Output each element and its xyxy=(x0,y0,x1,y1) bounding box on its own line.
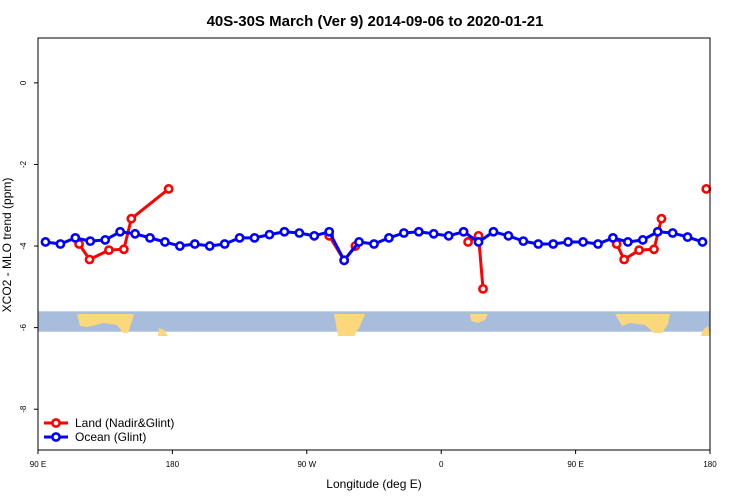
data-point xyxy=(548,239,559,249)
data-point xyxy=(100,235,111,245)
data-point xyxy=(309,230,320,241)
data-point xyxy=(104,245,114,256)
data-point xyxy=(85,236,96,247)
land-mass-3 xyxy=(334,314,365,336)
data-point xyxy=(145,232,155,243)
data-point xyxy=(249,232,260,243)
data-point xyxy=(634,245,644,256)
x-tick-label: 90 W xyxy=(297,460,316,469)
data-point xyxy=(428,228,439,239)
x-tick-label: 0 xyxy=(439,460,444,469)
data-point xyxy=(189,239,200,249)
data-point xyxy=(649,244,659,255)
legend: Land (Nadir&Glint) Ocean (Glint) xyxy=(44,416,174,444)
data-point xyxy=(667,228,678,238)
data-point xyxy=(339,255,350,266)
data-point xyxy=(608,232,618,243)
axis-ticks: 90 E 180 90 W 0 90 E 180 0 -2 -4 -6 -8 xyxy=(19,80,717,469)
y-tick-label: -2 xyxy=(19,160,28,168)
data-point xyxy=(369,239,379,249)
data-point xyxy=(637,235,648,245)
data-point xyxy=(219,239,230,249)
data-point xyxy=(204,241,215,251)
land-mass-1 xyxy=(77,314,134,333)
data-point xyxy=(264,229,275,240)
data-point xyxy=(578,237,588,247)
data-point xyxy=(463,237,473,247)
data-point xyxy=(354,237,364,247)
y-tick-label: 0 xyxy=(19,80,28,85)
data-point xyxy=(115,226,126,237)
data-point xyxy=(324,226,335,237)
legend-land-label: Land (Nadir&Glint) xyxy=(75,416,174,430)
y-tick-label: -8 xyxy=(19,405,28,413)
data-point xyxy=(701,184,712,194)
data-point xyxy=(682,232,693,242)
data-point xyxy=(458,226,469,237)
data-point xyxy=(443,230,454,241)
series-land xyxy=(74,184,712,294)
x-tick-label: 90 E xyxy=(567,460,583,469)
x-tick-label: 90 E xyxy=(30,460,46,469)
y-tick-label: -6 xyxy=(19,324,28,332)
data-point xyxy=(622,237,633,247)
data-point xyxy=(384,232,394,243)
x-tick-label: 180 xyxy=(166,460,180,469)
series-layer xyxy=(40,184,712,294)
data-point xyxy=(398,228,409,238)
data-point xyxy=(488,226,499,237)
y-tick-label: -4 xyxy=(19,242,28,250)
data-point xyxy=(656,213,667,224)
data-point xyxy=(130,228,140,239)
data-point xyxy=(478,283,488,294)
data-point xyxy=(593,239,603,249)
data-point xyxy=(234,232,245,243)
data-point xyxy=(413,226,424,237)
data-point xyxy=(55,239,66,249)
data-point xyxy=(503,230,514,241)
land-mass-5 xyxy=(615,314,670,333)
data-point xyxy=(294,228,305,238)
data-point xyxy=(160,237,170,247)
legend-land-marker xyxy=(51,418,61,428)
data-point xyxy=(174,241,185,251)
map-ocean-band xyxy=(38,311,710,332)
data-point xyxy=(84,254,95,265)
legend-ocean-label: Ocean (Glint) xyxy=(75,430,146,444)
land-mass-4 xyxy=(470,314,488,323)
x-axis-label: Longitude (deg E) xyxy=(326,477,421,491)
map-band xyxy=(38,311,710,336)
data-point xyxy=(518,236,529,247)
data-point xyxy=(118,244,129,255)
chart-title: 40S-30S March (Ver 9) 2014-09-06 to 2020… xyxy=(207,13,544,30)
data-point xyxy=(473,237,484,247)
land-mass-6 xyxy=(701,326,710,336)
data-point xyxy=(697,237,708,247)
plot-frame xyxy=(37,37,711,451)
y-axis-label: XCO2 - MLO trend (ppm) xyxy=(0,178,14,313)
data-point xyxy=(619,254,630,265)
data-point xyxy=(652,226,663,237)
x-tick-label: 180 xyxy=(703,460,717,469)
data-point xyxy=(40,237,51,247)
series-ocean xyxy=(40,226,708,266)
data-point xyxy=(563,237,574,247)
data-point xyxy=(163,184,174,194)
data-point xyxy=(126,213,137,224)
data-point xyxy=(70,232,81,243)
data-point xyxy=(533,239,544,249)
land-mass-2 xyxy=(158,328,168,336)
legend-ocean-marker xyxy=(51,432,61,442)
data-point xyxy=(279,226,290,237)
